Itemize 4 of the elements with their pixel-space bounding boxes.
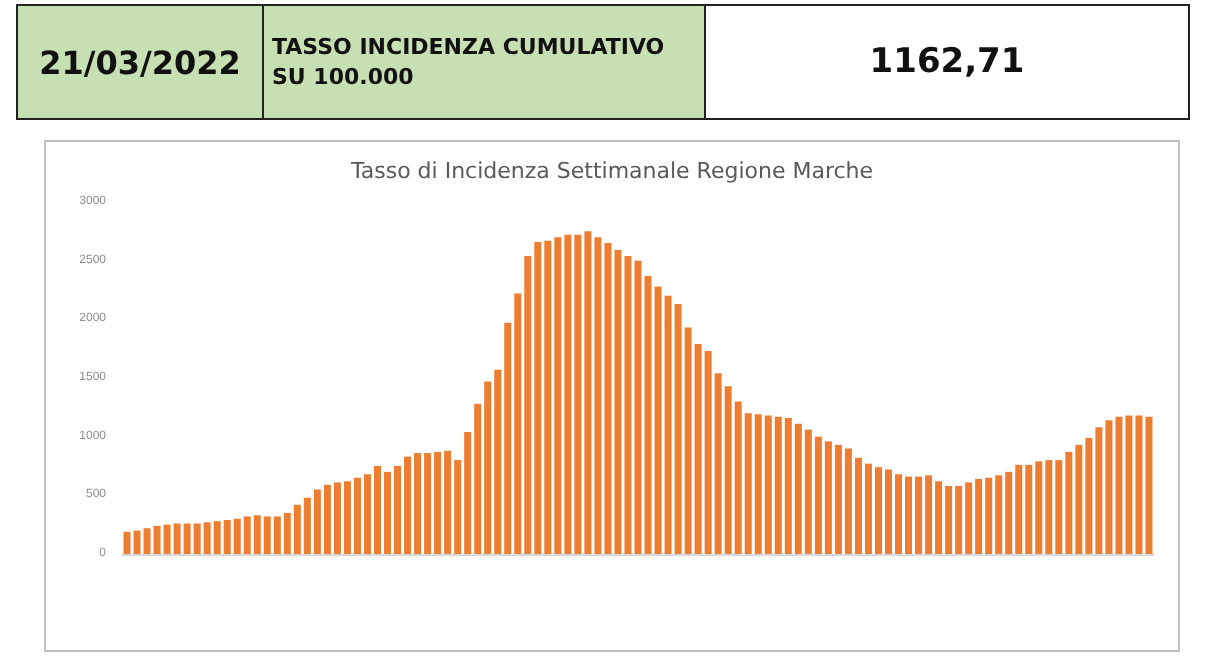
text: 1162,71 [705,5,1189,119]
text: 21/03/2022 [17,5,263,119]
text: TASSO INCIDENZA CUMULATIVO SU 100.000 [263,5,705,119]
chart-title: Tasso di Incidenza Settimanale Regione Marche [348,158,874,184]
